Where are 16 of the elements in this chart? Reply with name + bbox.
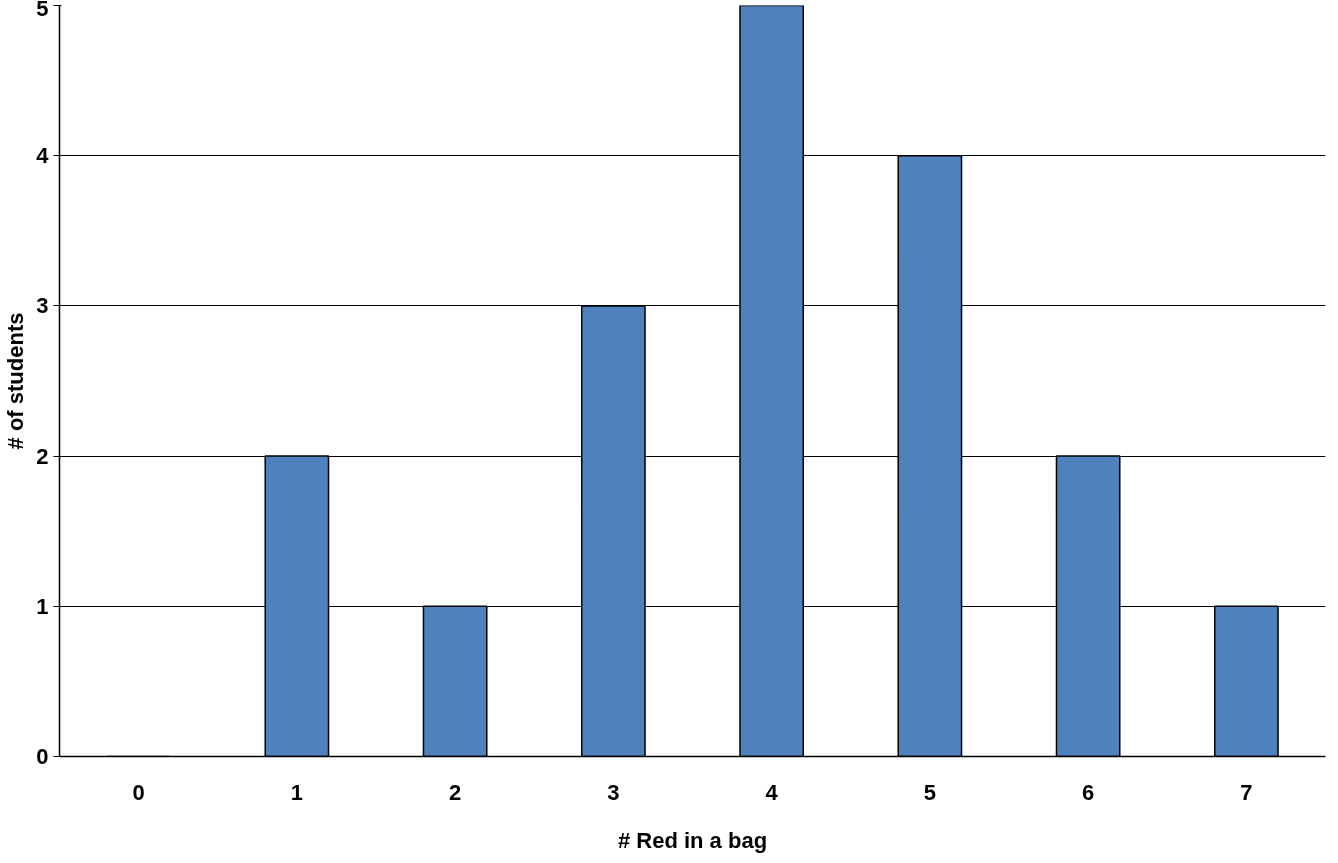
y-tick-label: 3 [36,293,49,319]
x-tick-label: 0 [132,779,145,805]
y-axis-title: # of students [3,312,29,450]
x-tick-label: 5 [923,779,937,805]
x-axis-title: # Red in a bag [617,827,768,853]
x-tick-label: 1 [290,779,304,805]
y-tick-label: 5 [36,0,49,21]
y-tick-label: 2 [36,443,49,469]
x-tick-label: 7 [1240,779,1253,805]
y-tick-label: 1 [36,593,49,619]
x-tick-label: 6 [1082,779,1095,805]
x-tick-label: 4 [765,779,779,805]
x-tick-label: 3 [607,779,620,805]
y-tick-label: 0 [36,744,49,769]
x-tick-label: 2 [449,779,462,805]
y-tick-label: 4 [36,143,50,169]
